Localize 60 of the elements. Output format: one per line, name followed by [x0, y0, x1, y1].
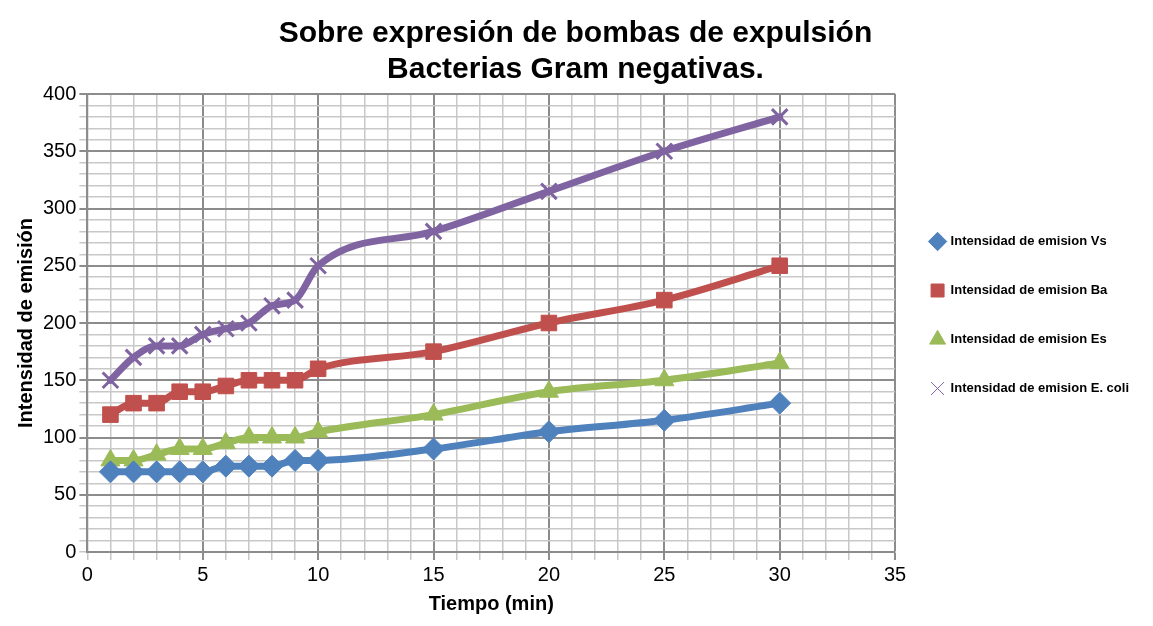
legend-label: Intensidad de emision E. coli — [950, 380, 1130, 396]
point — [771, 257, 788, 275]
x-tick-label: 15 — [422, 562, 445, 585]
point — [285, 290, 305, 310]
text: Sobre expresión de bombas de expulsión — [278, 15, 873, 49]
point — [147, 336, 166, 356]
x-tick-label: 10 — [307, 562, 330, 585]
point — [537, 420, 561, 444]
x-tick-label: 30 — [768, 562, 791, 585]
y-tick-label: 250 — [42, 253, 77, 276]
point — [193, 325, 213, 344]
point — [540, 314, 558, 332]
point — [768, 391, 792, 415]
y-tick-label: 300 — [42, 196, 77, 219]
point — [263, 371, 281, 389]
point — [170, 336, 189, 356]
point — [171, 383, 188, 400]
legend-label: Intensidad de emision Vs — [950, 233, 1107, 249]
y-tick-label: 350 — [42, 138, 77, 161]
point — [262, 296, 282, 316]
y-tick-label: 0 — [65, 539, 77, 562]
point — [148, 394, 165, 412]
point — [101, 370, 120, 390]
text: Bacterias Gram negativas. — [387, 51, 764, 85]
point — [655, 141, 674, 161]
y-tick-label: 150 — [42, 367, 77, 390]
x-tick-label: 20 — [537, 562, 561, 585]
point — [98, 460, 122, 484]
point — [240, 371, 258, 389]
x-tick-label: 35 — [883, 562, 907, 585]
y-tick-label: 200 — [42, 310, 77, 333]
point — [308, 256, 328, 276]
x-tick-label: 0 — [81, 562, 93, 585]
x-tick-label: 5 — [197, 562, 209, 585]
point — [425, 343, 442, 360]
point — [424, 222, 443, 241]
point — [216, 319, 236, 338]
legend-label: Intensidad de emision Es — [950, 331, 1107, 347]
y-tick-label: 50 — [54, 482, 77, 505]
point — [656, 291, 673, 309]
y-tick-label: 100 — [42, 425, 77, 448]
point — [217, 377, 235, 395]
x-axis-title: Tiempo (min) — [428, 591, 554, 614]
point — [191, 460, 215, 484]
point — [194, 383, 212, 400]
point — [125, 394, 142, 412]
y-tick-label: 400 — [42, 81, 77, 104]
x-tick-label: 25 — [653, 562, 676, 585]
y-axis-title: Intensidad de emisión — [13, 217, 36, 429]
point — [652, 408, 676, 432]
point — [539, 182, 559, 201]
point — [422, 437, 446, 461]
point — [770, 107, 789, 127]
point — [102, 406, 119, 423]
point — [309, 360, 327, 378]
legend-label: Intensidad de emision Ba — [950, 282, 1109, 298]
point — [260, 454, 284, 478]
point — [286, 371, 304, 389]
point — [124, 348, 143, 367]
point — [239, 313, 259, 333]
